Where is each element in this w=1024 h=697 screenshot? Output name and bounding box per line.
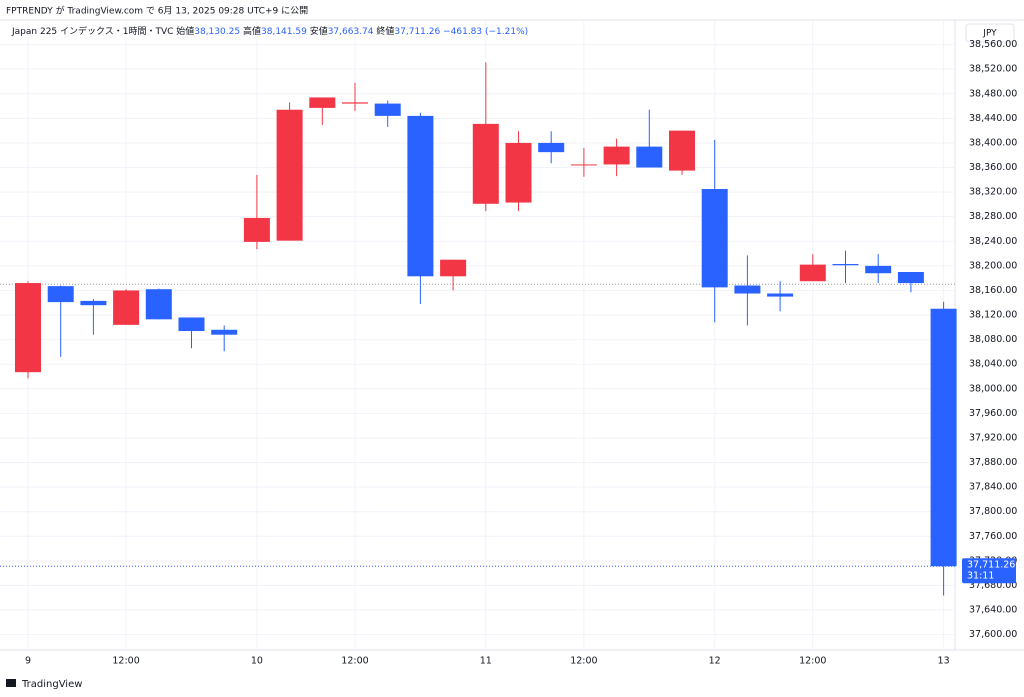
ohlc-legend: Japan 225 インデックス・1時間・TVC 始値38,130.25 高値3… bbox=[11, 25, 528, 37]
change: −461.83 (−1.21%) bbox=[443, 27, 528, 37]
candle-body bbox=[603, 146, 630, 165]
x-tick-label: 12:00 bbox=[112, 656, 139, 667]
published-note: FPTRENDY が TradingView.com で 6月 13, 2025… bbox=[6, 5, 308, 17]
candle-body bbox=[211, 329, 238, 335]
y-tick-label: 38,400.00 bbox=[969, 137, 1017, 148]
logo-icon bbox=[6, 679, 16, 687]
y-tick-label: 38,520.00 bbox=[969, 64, 1017, 75]
x-tick-label: 10 bbox=[251, 656, 263, 667]
candle-body bbox=[472, 123, 499, 204]
candle-body bbox=[701, 189, 728, 288]
y-tick-label: 37,600.00 bbox=[969, 629, 1017, 640]
x-tick-label: 12:00 bbox=[799, 656, 826, 667]
y-tick-label: 37,640.00 bbox=[969, 605, 1017, 616]
last-price-tag bbox=[962, 558, 1016, 584]
y-tick-label: 37,800.00 bbox=[969, 506, 1017, 517]
candle-body bbox=[930, 308, 957, 567]
x-tick-label: 9 bbox=[25, 656, 31, 667]
candle-body bbox=[342, 102, 368, 104]
close-value: 37,711.26 bbox=[394, 27, 440, 37]
candle-body bbox=[636, 146, 663, 168]
candle-body bbox=[767, 293, 794, 297]
candle-body bbox=[113, 290, 140, 325]
low-label: 安値 bbox=[310, 25, 328, 37]
candle-body bbox=[865, 265, 892, 274]
currency[interactable]: JPY bbox=[982, 29, 997, 39]
marks bbox=[0, 62, 957, 596]
candle-body bbox=[276, 109, 303, 241]
y-tick-label: 37,920.00 bbox=[969, 432, 1017, 443]
brand-logo: TradingView bbox=[6, 679, 82, 690]
x-tick-label: 13 bbox=[938, 656, 950, 667]
open-label: 始値 bbox=[176, 25, 194, 37]
candle-body bbox=[570, 164, 597, 166]
candle-body bbox=[734, 285, 761, 294]
y-tick-label: 38,280.00 bbox=[969, 211, 1017, 222]
candle-body bbox=[145, 289, 172, 320]
y-tick-label: 37,960.00 bbox=[969, 408, 1017, 419]
last-price-label: 37,711.26 bbox=[967, 560, 1015, 571]
open-value: 38,130.25 bbox=[194, 27, 240, 37]
currency-box[interactable] bbox=[965, 23, 1015, 43]
y-tick-label: 38,560.00 bbox=[969, 39, 1017, 50]
candle-body bbox=[407, 115, 434, 277]
candle-body bbox=[80, 300, 107, 306]
y-tick-label: 38,320.00 bbox=[969, 187, 1017, 198]
y-tick-label: 37,840.00 bbox=[969, 482, 1017, 493]
x-tick-label: 12 bbox=[709, 656, 721, 667]
y-tick-label: 38,080.00 bbox=[969, 334, 1017, 345]
high-label: 高値 bbox=[243, 25, 261, 37]
y-tick-label: 38,360.00 bbox=[969, 162, 1017, 173]
candle-body bbox=[15, 283, 41, 373]
x-tick-label: 12:00 bbox=[570, 656, 597, 667]
candle-body bbox=[538, 142, 565, 153]
y-tick-label: 37,760.00 bbox=[969, 531, 1017, 542]
y-tick-label: 38,040.00 bbox=[969, 359, 1017, 370]
y-tick-label: 38,000.00 bbox=[969, 383, 1017, 394]
candle-body bbox=[799, 264, 826, 282]
x-tick-label: 12:00 bbox=[341, 656, 368, 667]
y-tick-label: 38,440.00 bbox=[969, 113, 1017, 124]
y-tick-label: 37,680.00 bbox=[969, 580, 1017, 591]
y-tick-label: 38,240.00 bbox=[969, 236, 1017, 247]
y-tick-label: 37,880.00 bbox=[969, 457, 1017, 468]
brand: TradingView bbox=[21, 679, 82, 690]
candle-body bbox=[897, 272, 924, 284]
candle-body bbox=[374, 103, 401, 116]
high-value: 38,141.59 bbox=[261, 27, 307, 37]
candle-body bbox=[832, 264, 859, 266]
low-value: 37,663.74 bbox=[328, 27, 374, 37]
close-label: 終値 bbox=[376, 25, 394, 37]
candle-body bbox=[47, 286, 74, 303]
candle-body bbox=[669, 130, 695, 171]
x-tick-label: 11 bbox=[480, 656, 492, 667]
candle-body bbox=[178, 317, 205, 332]
y-tick-label: 38,480.00 bbox=[969, 88, 1017, 99]
y-tick-label: 38,120.00 bbox=[969, 310, 1017, 321]
candle-body bbox=[243, 217, 270, 242]
countdown: 31:11 bbox=[967, 571, 994, 582]
candle-body bbox=[309, 97, 336, 108]
candle-body bbox=[440, 259, 467, 277]
y-tick-label: 38,160.00 bbox=[969, 285, 1017, 296]
candle-body bbox=[505, 142, 532, 203]
symbol: Japan 225 インデックス・1時間・TVC bbox=[11, 25, 173, 37]
y-tick-label: 38,200.00 bbox=[969, 260, 1017, 271]
